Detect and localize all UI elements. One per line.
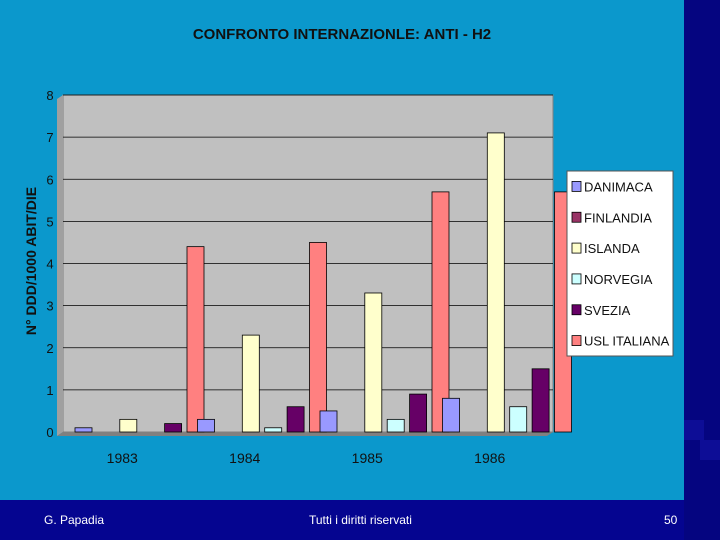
bar bbox=[309, 242, 327, 433]
footer-bar: G. Papadia Tutti i diritti riservati 50 bbox=[0, 500, 684, 540]
bar bbox=[409, 393, 428, 433]
bar bbox=[197, 418, 215, 433]
legend-label: DANIMACA bbox=[584, 179, 653, 194]
legend-swatch bbox=[571, 211, 582, 223]
legend-swatch bbox=[571, 273, 582, 285]
y-tick-label: 1 bbox=[46, 383, 53, 398]
plot-side-wall bbox=[57, 95, 63, 436]
bar bbox=[74, 427, 93, 433]
bar bbox=[531, 368, 550, 433]
legend-label: USL ITALIANA bbox=[584, 334, 670, 349]
y-axis-label: N° DDD/1000 ABIT/DIE bbox=[23, 187, 39, 335]
bar bbox=[442, 397, 460, 433]
legend: DANIMACA FINLANDIA ISLANDA NORVEGIA SVEZIA US… bbox=[566, 170, 674, 357]
bar bbox=[509, 406, 528, 433]
x-tick-label: 1984 bbox=[229, 450, 260, 466]
decorative-square bbox=[684, 420, 704, 440]
plot-floor bbox=[57, 432, 553, 436]
y-tick-label: 5 bbox=[46, 214, 53, 229]
bar bbox=[431, 191, 450, 433]
decorative-square bbox=[700, 440, 720, 460]
chart-title: CONFRONTO INTERNAZIONLE: ANTI - H2 bbox=[193, 26, 491, 43]
page-number: 50 bbox=[664, 513, 678, 527]
legend-swatch bbox=[571, 335, 582, 346]
bar bbox=[119, 418, 138, 433]
bar bbox=[319, 410, 338, 433]
bar bbox=[241, 334, 260, 433]
legend-label: SVEZIA bbox=[584, 303, 631, 318]
legend-swatch bbox=[571, 242, 582, 254]
y-tick-label: 7 bbox=[46, 130, 53, 145]
y-tick-label: 2 bbox=[46, 341, 53, 356]
legend-label: ISLANDA bbox=[584, 241, 640, 256]
bar bbox=[386, 418, 405, 433]
bar bbox=[286, 406, 305, 433]
legend-label: NORVEGIA bbox=[584, 272, 653, 287]
chart: CONFRONTO INTERNAZIONLE: ANTI - H2 N° DD… bbox=[23, 26, 674, 466]
legend-label: FINLANDIA bbox=[584, 210, 652, 225]
y-tick-label: 8 bbox=[46, 88, 53, 103]
y-tick-label: 0 bbox=[46, 425, 53, 440]
legend-box bbox=[566, 170, 674, 357]
x-tick-label: 1985 bbox=[352, 450, 383, 466]
bar bbox=[264, 427, 283, 433]
bar bbox=[364, 292, 383, 433]
decorative-band bbox=[684, 0, 720, 540]
legend-swatch bbox=[571, 304, 582, 316]
footer-rights: Tutti i diritti riservati bbox=[309, 513, 412, 527]
legend-swatch bbox=[571, 181, 582, 192]
x-tick-label: 1983 bbox=[107, 450, 138, 466]
plot-area: 0 1 2 3 4 5 6 7 8 1983 1984 1985 1986 bbox=[46, 88, 572, 466]
bar bbox=[486, 132, 505, 433]
y-tick-label: 4 bbox=[46, 257, 53, 272]
x-tick-label: 1986 bbox=[474, 450, 505, 466]
y-tick-label: 6 bbox=[46, 172, 53, 187]
footer-author: G. Papadia bbox=[44, 513, 105, 527]
bar bbox=[164, 423, 183, 433]
y-tick-label: 3 bbox=[46, 299, 53, 314]
bar bbox=[186, 246, 205, 433]
